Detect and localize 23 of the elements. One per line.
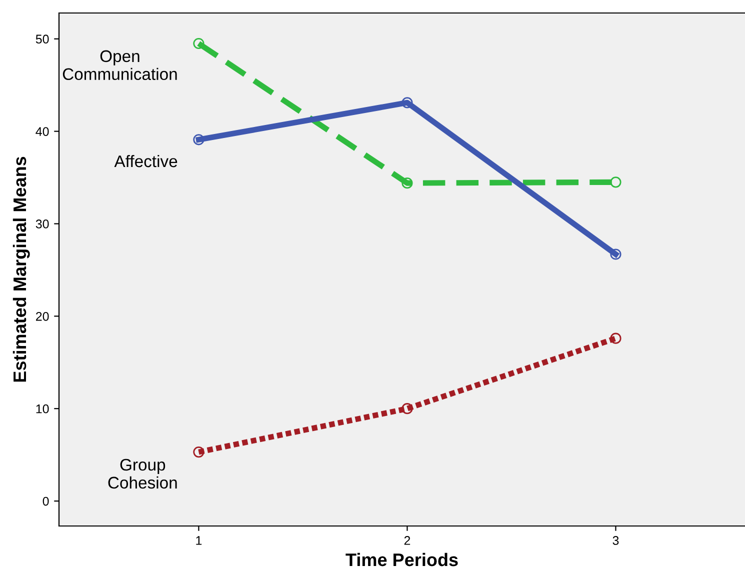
y-tick-label: 50 xyxy=(36,34,49,44)
y-axis-title: Estimated Marginal Means xyxy=(12,156,30,382)
point xyxy=(193,38,204,50)
point xyxy=(193,134,204,146)
x-tick-label: 1 xyxy=(196,536,202,545)
y-tick-label: 10 xyxy=(36,404,49,414)
y-tick-label: 30 xyxy=(36,220,49,228)
point xyxy=(610,332,622,344)
series-label: Group Cohesion xyxy=(108,458,177,489)
x-tick-label: 3 xyxy=(612,536,619,545)
point xyxy=(402,178,413,189)
y-tick-label: 20 xyxy=(36,312,49,321)
point xyxy=(610,176,622,188)
series-label: Affective xyxy=(114,154,178,168)
point xyxy=(402,403,413,414)
series-label: Open Communication xyxy=(62,50,177,80)
x-tick-label: 2 xyxy=(404,536,410,545)
x-axis-title: Time Periods xyxy=(346,552,458,566)
point xyxy=(610,248,622,260)
y-tick-label: 0 xyxy=(42,496,49,506)
point xyxy=(193,446,204,458)
y-tick-label: 40 xyxy=(36,127,49,136)
point xyxy=(402,97,413,108)
